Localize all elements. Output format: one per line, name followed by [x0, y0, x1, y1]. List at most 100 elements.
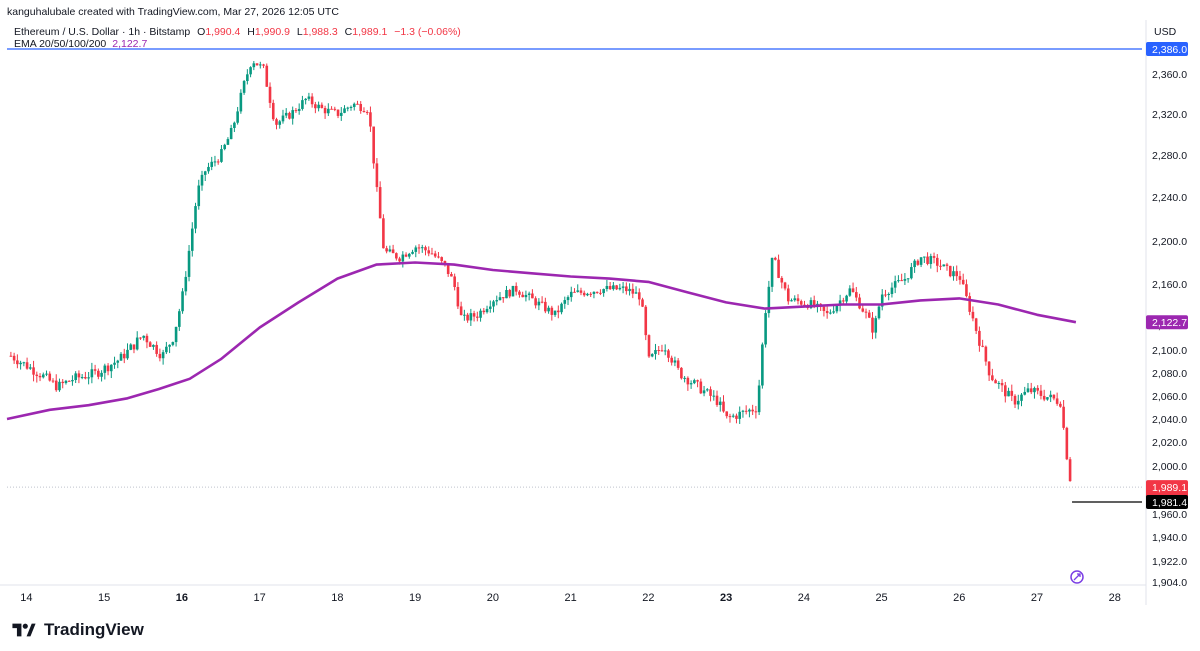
candle-body-down	[935, 257, 939, 266]
candle-body-down	[855, 292, 858, 298]
candle-body-down	[958, 276, 962, 280]
candle-body-up	[414, 247, 418, 252]
candle-body-up	[469, 313, 473, 321]
ema-legend[interactable]: EMA 20/50/100/200 2,122.7	[14, 38, 147, 50]
candle-body-down	[294, 110, 298, 112]
candle-body-up	[634, 292, 638, 294]
y-tick-label: 2,280.0	[1152, 150, 1187, 162]
candle-body-down	[754, 411, 758, 413]
candle-body-down	[501, 297, 505, 299]
candle-body-up	[877, 306, 881, 319]
candle-body-down	[446, 264, 450, 274]
candle-body-down	[369, 112, 372, 127]
candle-body-down	[867, 312, 871, 318]
candle-body-down	[1004, 385, 1007, 397]
y-tick-label: 2,080.0	[1152, 368, 1187, 380]
candle-body-up	[246, 74, 249, 82]
candle-body-down	[780, 277, 784, 283]
candle-body-down	[657, 350, 661, 352]
ema-label: EMA 20/50/100/200	[14, 38, 107, 50]
candle-body-up	[349, 106, 353, 108]
candle-body-up	[612, 285, 615, 290]
symbol-title[interactable]: Ethereum / U.S. Dollar · 1h · Bitstamp	[14, 26, 191, 38]
candle-body-up	[683, 377, 686, 379]
candle-body-up	[929, 256, 933, 264]
x-tick-label: 27	[1031, 592, 1043, 604]
candle-body-down	[1059, 403, 1062, 407]
candle-body-up	[242, 81, 246, 93]
candle-body-down	[38, 375, 42, 378]
candle-body-down	[32, 367, 35, 375]
candle-body-up	[174, 326, 178, 343]
y-tick-label: 2,360.0	[1152, 69, 1187, 81]
candle-body-up	[178, 311, 181, 327]
candle-body-down	[589, 293, 592, 295]
candle-body-down	[482, 310, 486, 313]
candle-body-down	[430, 253, 434, 255]
brand-name: TradingView	[44, 620, 144, 639]
candle-body-down	[531, 293, 534, 299]
candle-body-down	[404, 254, 408, 257]
candle-body-down	[751, 409, 754, 412]
candle-body-down	[395, 253, 398, 259]
candle-body-down	[858, 297, 861, 309]
candle-body-up	[702, 390, 706, 394]
support-price-label-bg	[1146, 495, 1188, 509]
candle-body-up	[197, 185, 201, 207]
x-tick-label: 20	[487, 592, 499, 604]
candle-body-up	[910, 267, 913, 279]
candle-body-down	[799, 301, 803, 305]
candle-body-up	[103, 365, 107, 373]
candle-body-down	[424, 247, 427, 251]
candle-body-down	[77, 373, 81, 378]
candle-body-down	[722, 401, 725, 412]
candle-body-up	[767, 286, 771, 314]
candle-body-up	[190, 228, 194, 251]
candle-body-down	[599, 292, 602, 294]
candle-body-down	[851, 288, 855, 293]
candle-body-up	[74, 373, 77, 380]
candle-body-down	[961, 279, 965, 285]
candle-body-down	[670, 357, 673, 363]
y-tick-label: 2,020.0	[1152, 437, 1187, 449]
candle-body-down	[314, 104, 317, 109]
candle-body-down	[132, 344, 136, 350]
candle-body-up	[284, 112, 288, 116]
candle-body-up	[203, 171, 207, 175]
candle-body-up	[693, 380, 696, 384]
candle-body-up	[135, 337, 139, 350]
candle-body-down	[696, 380, 699, 382]
chart-credit: kanguhalubale created with TradingView.c…	[7, 6, 339, 18]
candle-body-down	[991, 375, 994, 381]
candle-body-down	[514, 285, 518, 292]
candle-body-down	[978, 330, 981, 346]
candle-body-down	[385, 248, 388, 252]
resistance-price-label: 2,386.0	[1152, 44, 1187, 56]
tradingview-logo-icon	[12, 623, 36, 637]
candle-body-up	[307, 96, 311, 99]
candle-body-down	[842, 300, 845, 302]
candle-body-up	[527, 293, 531, 295]
candle-body-down	[796, 298, 800, 302]
candle-body-down	[641, 299, 644, 307]
candle-body-up	[893, 281, 897, 288]
candle-body-up	[119, 353, 123, 361]
candle-body-down	[382, 218, 385, 249]
y-tick-label: 2,040.0	[1152, 414, 1187, 426]
candle-body-up	[352, 103, 356, 107]
candle-body-down	[1013, 395, 1017, 405]
candle-body-down	[35, 374, 39, 376]
candle-body-down	[1055, 398, 1059, 404]
candle-body-down	[579, 290, 583, 293]
candle-body-down	[398, 258, 401, 262]
candle-body-down	[268, 86, 272, 103]
candle-body-down	[812, 300, 816, 307]
replay-arrow-icon	[1073, 573, 1081, 581]
candle-body-up	[952, 271, 955, 277]
candle-body-down	[595, 291, 599, 293]
candle-body-up	[563, 300, 567, 304]
candle-body-up	[301, 100, 304, 109]
candle-body-up	[764, 313, 767, 345]
candle-body-down	[466, 314, 469, 321]
